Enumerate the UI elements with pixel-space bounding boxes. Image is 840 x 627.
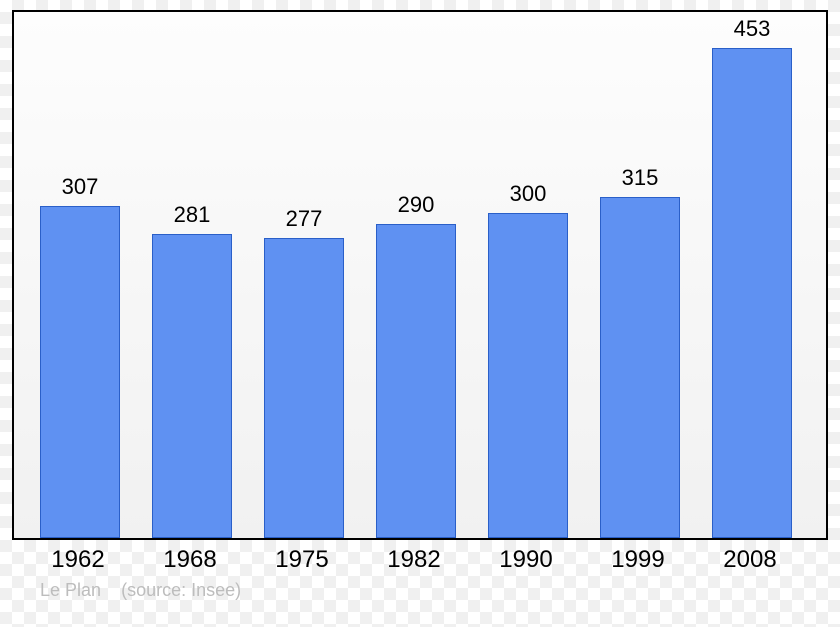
bars-container: 307 281 277 290 300 315 453 xyxy=(14,12,826,538)
bar-group: 453 xyxy=(712,48,792,538)
bar-value-label: 315 xyxy=(600,165,680,191)
bar-value-label: 307 xyxy=(40,174,120,200)
bar-group: 300 xyxy=(488,213,568,538)
x-axis-label: 2008 xyxy=(710,546,790,574)
bar xyxy=(264,238,344,538)
plot-frame: 307 281 277 290 300 315 453 xyxy=(12,10,828,540)
x-axis-label: 1999 xyxy=(598,546,678,574)
bar xyxy=(600,197,680,538)
chart-canvas: 307281277290300315453 196219681975198219… xyxy=(0,0,840,627)
bar xyxy=(712,48,792,538)
bar xyxy=(488,213,568,538)
bar-group: 290 xyxy=(376,224,456,538)
footer-source: (source: Insee) xyxy=(121,580,241,600)
bar-value-label: 453 xyxy=(712,16,792,42)
bar-group: 315 xyxy=(600,197,680,538)
bar-value-label: 290 xyxy=(376,192,456,218)
footer-place: Le Plan xyxy=(40,580,101,600)
x-axis-labels: 1962 1968 1975 1982 1990 1999 2008 xyxy=(12,546,828,576)
x-axis-label: 1990 xyxy=(486,546,566,574)
bar-value-label: 277 xyxy=(264,206,344,232)
chart-footer: Le Plan (source: Insee) xyxy=(40,580,241,601)
x-axis-label: 1962 xyxy=(38,546,118,574)
bar xyxy=(376,224,456,538)
bar-value-label: 281 xyxy=(152,202,232,228)
bar xyxy=(152,234,232,538)
x-axis-label: 1982 xyxy=(374,546,454,574)
x-axis-label: 1975 xyxy=(262,546,342,574)
bar xyxy=(40,206,120,538)
bar-group: 281 xyxy=(152,234,232,538)
bar-group: 307 xyxy=(40,206,120,538)
bar-value-label: 300 xyxy=(488,181,568,207)
x-axis-label: 1968 xyxy=(150,546,230,574)
bar-group: 277 xyxy=(264,238,344,538)
